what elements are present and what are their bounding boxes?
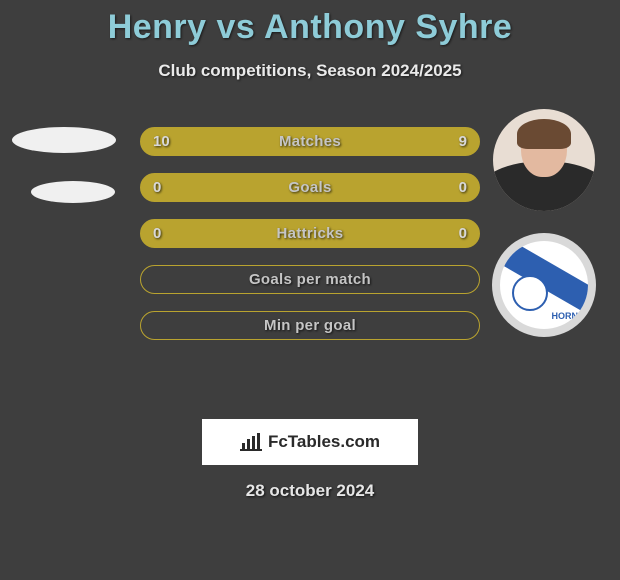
club-badge-text: HORN bbox=[552, 311, 579, 321]
stat-label: Hattricks bbox=[277, 225, 344, 242]
date-label: 28 october 2024 bbox=[0, 481, 620, 501]
stat-value-left: 0 bbox=[153, 179, 161, 196]
comparison-content: HORN 10 Matches 9 0 Goals 0 0 Hattricks … bbox=[0, 109, 620, 409]
player-right-avatar bbox=[493, 109, 595, 211]
stat-value-right: 0 bbox=[459, 225, 467, 242]
stat-value-right: 0 bbox=[459, 179, 467, 196]
watermark: FcTables.com bbox=[202, 419, 418, 465]
stat-label: Matches bbox=[279, 133, 341, 150]
player-right-club-badge: HORN bbox=[500, 241, 588, 329]
stat-label: Goals bbox=[288, 179, 331, 196]
player-left-column bbox=[8, 109, 120, 203]
stat-bar-hattricks: 0 Hattricks 0 bbox=[140, 219, 480, 248]
player-left-club-placeholder bbox=[31, 181, 115, 203]
page-subtitle: Club competitions, Season 2024/2025 bbox=[0, 61, 620, 81]
stat-label: Goals per match bbox=[249, 271, 371, 288]
stat-value-right: 9 bbox=[459, 133, 467, 150]
watermark-text: FcTables.com bbox=[268, 432, 380, 452]
chart-icon bbox=[240, 433, 262, 451]
player-left-avatar-placeholder bbox=[12, 127, 116, 153]
stat-value-left: 0 bbox=[153, 225, 161, 242]
stat-bar-goals: 0 Goals 0 bbox=[140, 173, 480, 202]
stat-value-left: 10 bbox=[153, 133, 170, 150]
stat-label: Min per goal bbox=[264, 317, 356, 334]
page-title: Henry vs Anthony Syhre bbox=[0, 0, 620, 47]
player-right-column: HORN bbox=[490, 109, 598, 329]
stat-bar-matches: 10 Matches 9 bbox=[140, 127, 480, 156]
stat-bars: 10 Matches 9 0 Goals 0 0 Hattricks 0 Goa… bbox=[140, 127, 480, 340]
stat-bar-min-per-goal: Min per goal bbox=[140, 311, 480, 340]
stat-bar-goals-per-match: Goals per match bbox=[140, 265, 480, 294]
